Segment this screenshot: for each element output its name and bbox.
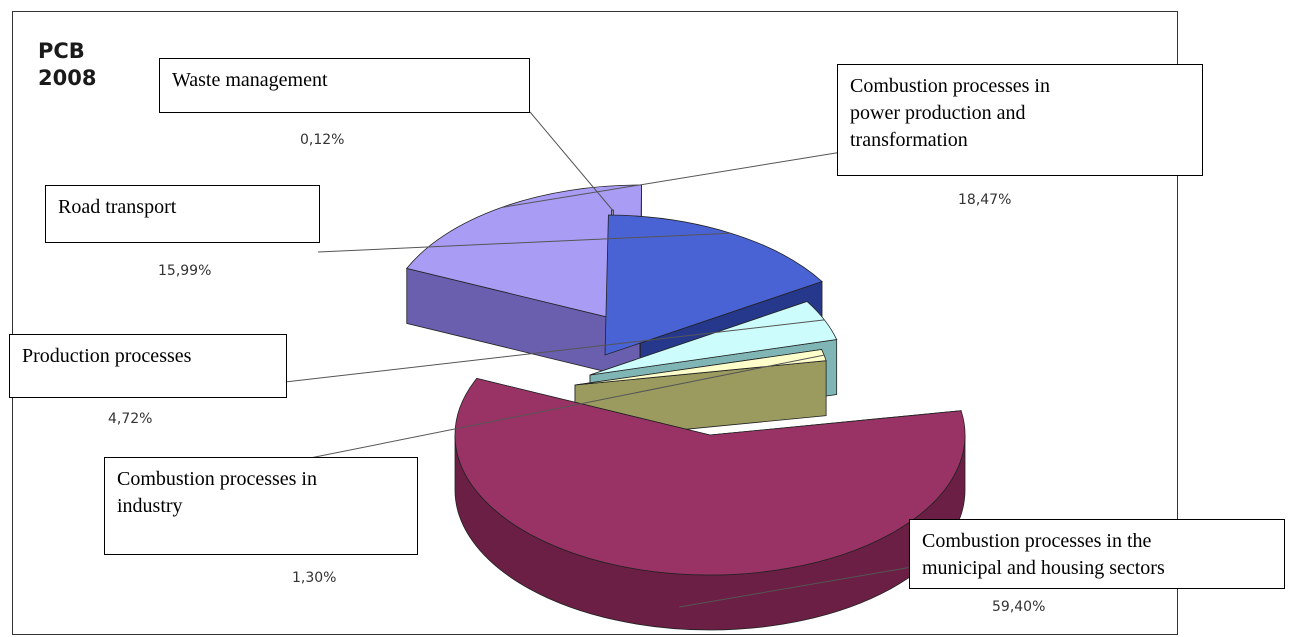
slice-value-label-0: 59,40% <box>992 599 1046 615</box>
slice-label-box-4: Production processes <box>9 334 287 398</box>
slice-value-label-5: 1,30% <box>292 570 337 586</box>
leader-line-4 <box>284 319 825 383</box>
leader-line-0 <box>679 566 913 608</box>
slice-label-box-5: Combustion processes in industry <box>104 457 418 555</box>
slice-label-line-2-0: Waste management <box>172 69 328 91</box>
slice-label-box-1: Combustion processes in power production … <box>837 64 1203 176</box>
slice-value-label-2: 0,12% <box>300 132 345 148</box>
slice-value-label-3: 15,99% <box>158 263 212 279</box>
slice-label-line-1-0: Combustion processes in <box>850 75 1050 97</box>
slice-label-line-0-0: Combustion processes in the <box>922 530 1152 552</box>
pie-slice-5 <box>574 349 827 386</box>
chart-title-line-1: PCB <box>38 39 85 63</box>
slice-label-line-0-1: municipal and housing sectors <box>922 557 1165 579</box>
slice-label-line-3-0: Road transport <box>58 196 177 218</box>
slice-label-line-5-1: industry <box>117 495 183 517</box>
slice-value-label-4: 4,72% <box>108 411 153 427</box>
chart-title-line-2: 2008 <box>38 66 97 90</box>
leader-line-3 <box>317 232 731 253</box>
leader-line-2 <box>529 111 613 211</box>
slice-label-box-0: Combustion processes in the municipal and… <box>909 519 1285 589</box>
slice-label-line-5-0: Combustion processes in <box>117 468 317 490</box>
leader-line-5 <box>289 354 825 463</box>
leader-line-1 <box>501 151 843 208</box>
slice-label-line-4-0: Production processes <box>22 345 192 367</box>
pie-slice-0 <box>454 377 966 576</box>
slice-label-box-2: Waste management <box>159 58 530 113</box>
slice-label-box-3: Road transport <box>45 185 320 243</box>
slice-label-line-1-2: transformation <box>850 129 968 151</box>
slice-value-label-1: 18,47% <box>958 192 1012 208</box>
slice-label-line-1-1: power production and <box>850 102 1026 124</box>
